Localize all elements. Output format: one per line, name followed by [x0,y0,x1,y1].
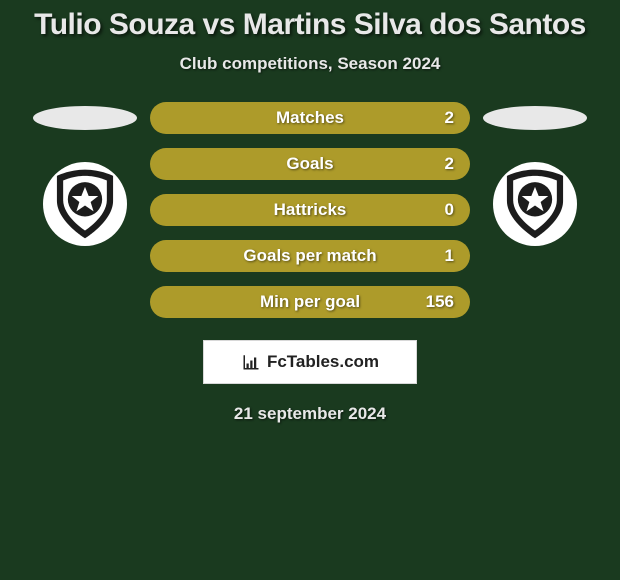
stats-list: Matches 2 Goals 2 Hattricks 0 Goals per … [140,102,480,318]
stat-label: Matches [276,108,344,128]
brand-box[interactable]: FcTables.com [203,340,417,384]
shield-star-icon [46,165,124,243]
stat-bar: Goals 2 [150,148,470,180]
stat-bar: Hattricks 0 [150,194,470,226]
stat-label: Hattricks [274,200,347,220]
right-club-badge [493,162,577,246]
right-player-column [480,102,590,246]
page-title: Tulio Souza vs Martins Silva dos Santos [0,8,620,42]
stat-value: 0 [445,200,454,220]
date-text: 21 september 2024 [0,404,620,424]
stat-label: Goals [286,154,333,174]
stat-value: 1 [445,246,454,266]
stat-bar: Min per goal 156 [150,286,470,318]
left-club-badge [43,162,127,246]
bar-chart-icon [241,353,261,371]
shield-star-icon [496,165,574,243]
brand-text: FcTables.com [267,352,379,372]
stat-value: 156 [426,292,454,312]
subtitle: Club competitions, Season 2024 [0,54,620,74]
stat-value: 2 [445,154,454,174]
stat-bar: Goals per match 1 [150,240,470,272]
left-player-ellipse [33,106,137,130]
comparison-card: Tulio Souza vs Martins Silva dos Santos … [0,0,620,424]
left-player-column [30,102,140,246]
stat-label: Goals per match [243,246,376,266]
main-row: Matches 2 Goals 2 Hattricks 0 Goals per … [0,102,620,318]
stat-label: Min per goal [260,292,360,312]
stat-value: 2 [445,108,454,128]
stat-bar: Matches 2 [150,102,470,134]
right-player-ellipse [483,106,587,130]
